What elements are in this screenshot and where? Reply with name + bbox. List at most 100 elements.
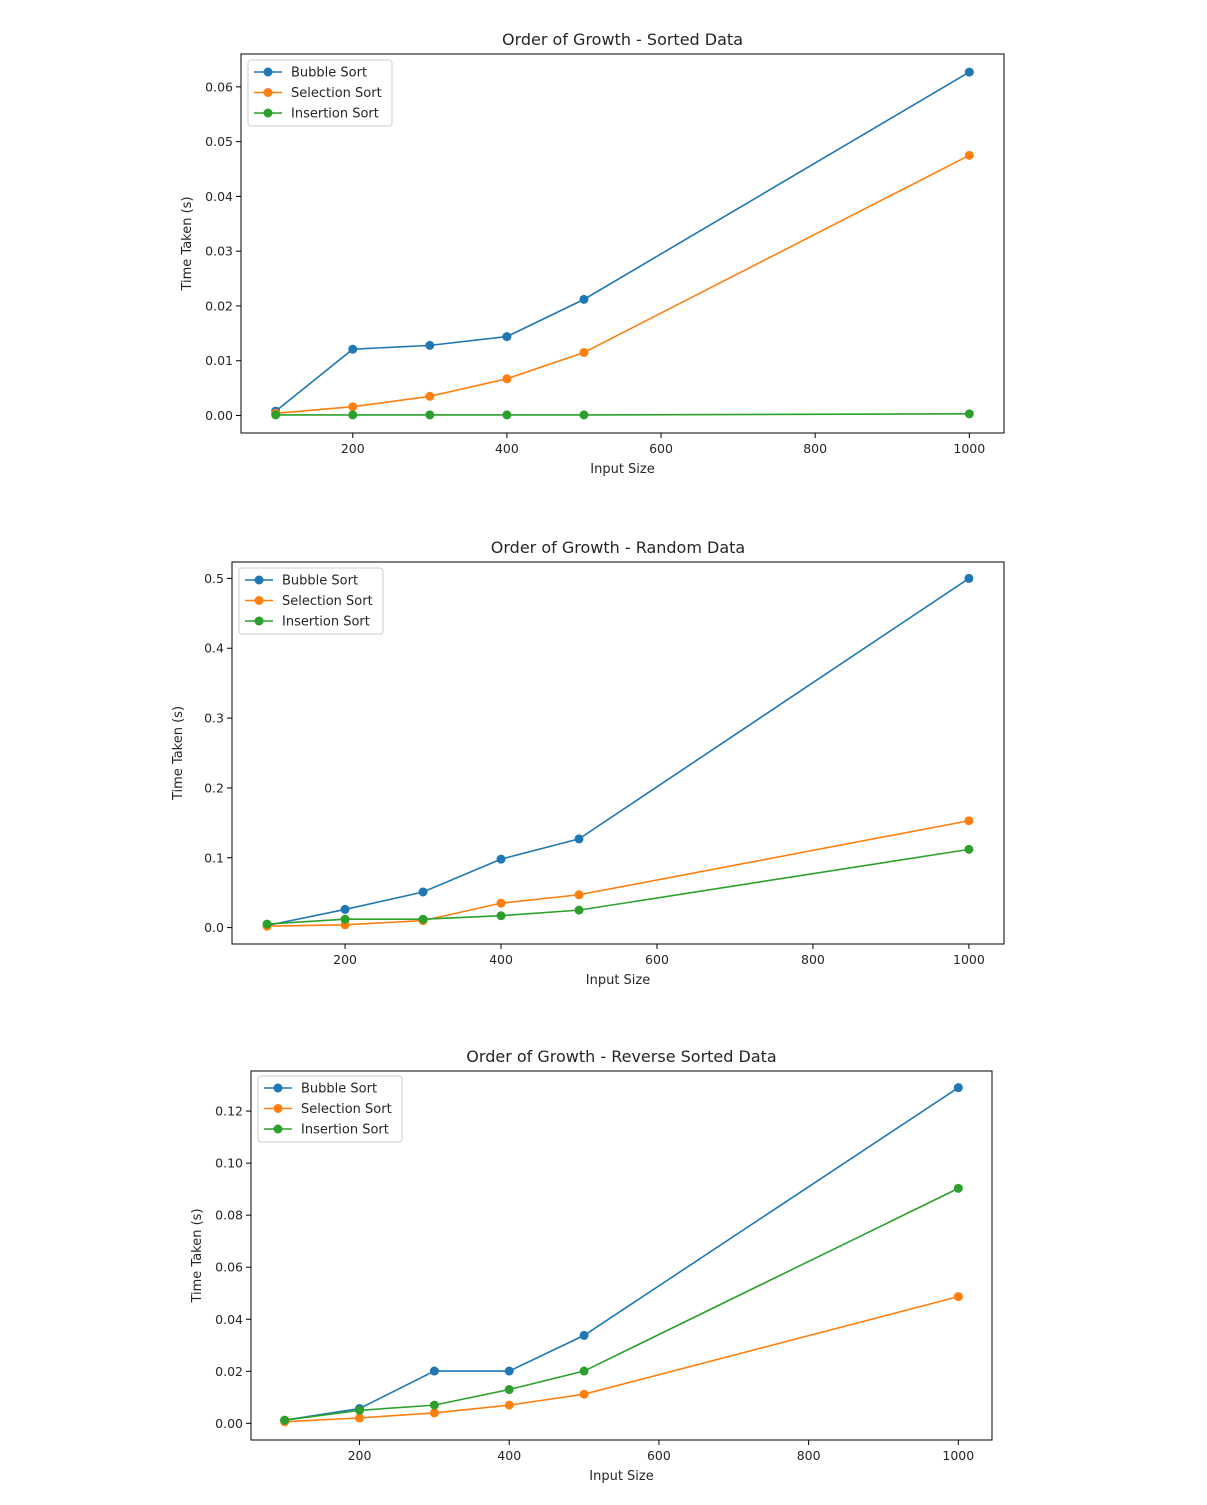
- data-point: [348, 410, 358, 420]
- data-point: [496, 911, 506, 921]
- legend-label: Insertion Sort: [301, 1123, 389, 1138]
- legend-item: Selection Sort: [254, 86, 382, 101]
- y-tick-label: 0.2: [204, 780, 224, 795]
- data-point: [964, 409, 974, 419]
- legend-marker: [273, 1104, 283, 1113]
- data-point: [340, 914, 350, 924]
- legend-label: Insertion Sort: [291, 107, 379, 122]
- x-tick-label: 800: [801, 952, 825, 967]
- legend-item: Insertion Sort: [264, 1123, 389, 1138]
- data-point: [496, 898, 506, 908]
- data-point: [502, 374, 512, 384]
- legend: Bubble Sort Selection Sort Insertion Sort: [257, 1075, 403, 1143]
- data-point: [953, 1083, 963, 1093]
- data-point: [348, 402, 358, 412]
- y-tick-label: 0.04: [215, 1312, 243, 1327]
- y-axis-label: Time Taken (s): [180, 196, 195, 291]
- series-insertion-sort: [280, 1183, 963, 1425]
- legend-marker: [263, 88, 273, 97]
- y-tick-label: 0.02: [215, 1364, 243, 1379]
- data-point: [280, 1415, 290, 1425]
- legend-label: Bubble Sort: [301, 1082, 377, 1097]
- y-tick-label: 0.00: [215, 1416, 243, 1431]
- x-tick-label: 1000: [953, 441, 985, 456]
- legend-label: Bubble Sort: [291, 66, 367, 81]
- legend-marker: [254, 596, 264, 605]
- x-tick-label: 400: [497, 1448, 521, 1463]
- chart-3: Order of Growth - Reverse Sorted Data 200…: [190, 1047, 993, 1484]
- legend-label: Selection Sort: [282, 594, 373, 609]
- data-point: [355, 1413, 365, 1423]
- legend: Bubble Sort Selection Sort Insertion Sort: [238, 567, 384, 635]
- data-point: [340, 904, 350, 914]
- data-point: [502, 410, 512, 420]
- series-line: [284, 1187, 959, 1422]
- data-point: [964, 816, 974, 826]
- data-point: [579, 410, 589, 420]
- legend-item: Selection Sort: [264, 1102, 392, 1117]
- legend-marker: [254, 575, 264, 585]
- data-point: [348, 344, 358, 354]
- data-point: [504, 1385, 514, 1395]
- y-tick-label: 0.05: [205, 134, 233, 149]
- data-point: [574, 905, 584, 915]
- y-tick-label: 0.03: [205, 244, 233, 259]
- x-tick-label: 400: [495, 441, 519, 456]
- y-tick-label: 0.4: [204, 641, 224, 656]
- data-point: [418, 887, 428, 897]
- data-point: [504, 1400, 514, 1410]
- x-axis-label: Input Size: [589, 1469, 653, 1484]
- data-point: [579, 1389, 589, 1399]
- x-tick-label: 200: [341, 441, 365, 456]
- y-tick-label: 0.04: [205, 189, 233, 204]
- data-point: [355, 1405, 365, 1415]
- data-point: [496, 854, 506, 864]
- x-axis-label: Input Size: [590, 462, 654, 477]
- y-tick-label: 0.01: [205, 353, 233, 368]
- legend-marker: [273, 1124, 283, 1134]
- y-tick-label: 0.3: [204, 711, 224, 726]
- x-tick-label: 1000: [953, 952, 985, 967]
- legend-label: Selection Sort: [301, 1102, 392, 1117]
- x-tick-label: 600: [645, 952, 669, 967]
- y-tick-label: 0.10: [215, 1156, 243, 1171]
- x-tick-label: 600: [649, 441, 673, 456]
- legend-box: [238, 567, 384, 635]
- data-point: [418, 914, 428, 924]
- data-point: [429, 1366, 439, 1376]
- x-tick-label: 1000: [942, 1448, 974, 1463]
- data-point: [504, 1366, 514, 1376]
- x-tick-label: 400: [489, 952, 513, 967]
- data-point: [579, 1366, 589, 1376]
- data-point: [429, 1408, 439, 1418]
- data-point: [271, 410, 281, 420]
- chart-1: Order of Growth - Sorted Data 200 400 600 80…: [180, 30, 1005, 477]
- x-tick-label: 200: [333, 952, 357, 967]
- data-point: [964, 573, 974, 583]
- series-insertion-sort: [271, 409, 974, 420]
- data-point: [425, 391, 435, 401]
- legend-label: Insertion Sort: [282, 615, 370, 630]
- data-point: [429, 1400, 439, 1410]
- series-line: [284, 1295, 959, 1423]
- y-axis-label: Time Taken (s): [171, 706, 186, 801]
- legend-marker: [273, 1083, 283, 1093]
- legend-marker: [263, 67, 273, 77]
- data-point: [574, 834, 584, 844]
- y-tick-label: 0.1: [204, 850, 224, 865]
- data-point: [964, 67, 974, 77]
- y-tick-label: 0.5: [204, 571, 224, 586]
- legend-marker: [263, 108, 273, 118]
- series-line: [267, 819, 970, 927]
- chart-2: Order of Growth - Random Data 200 400 600 80…: [171, 538, 1005, 988]
- legend-item: Selection Sort: [245, 594, 373, 609]
- series-line: [267, 848, 970, 925]
- data-point: [574, 890, 584, 900]
- data-point: [964, 150, 974, 160]
- legend-marker: [254, 616, 264, 626]
- x-axis-label: Input Size: [586, 973, 650, 988]
- series-bubble-sort: [262, 573, 974, 930]
- series-line: [266, 577, 970, 927]
- legend-item: Bubble Sort: [245, 574, 358, 589]
